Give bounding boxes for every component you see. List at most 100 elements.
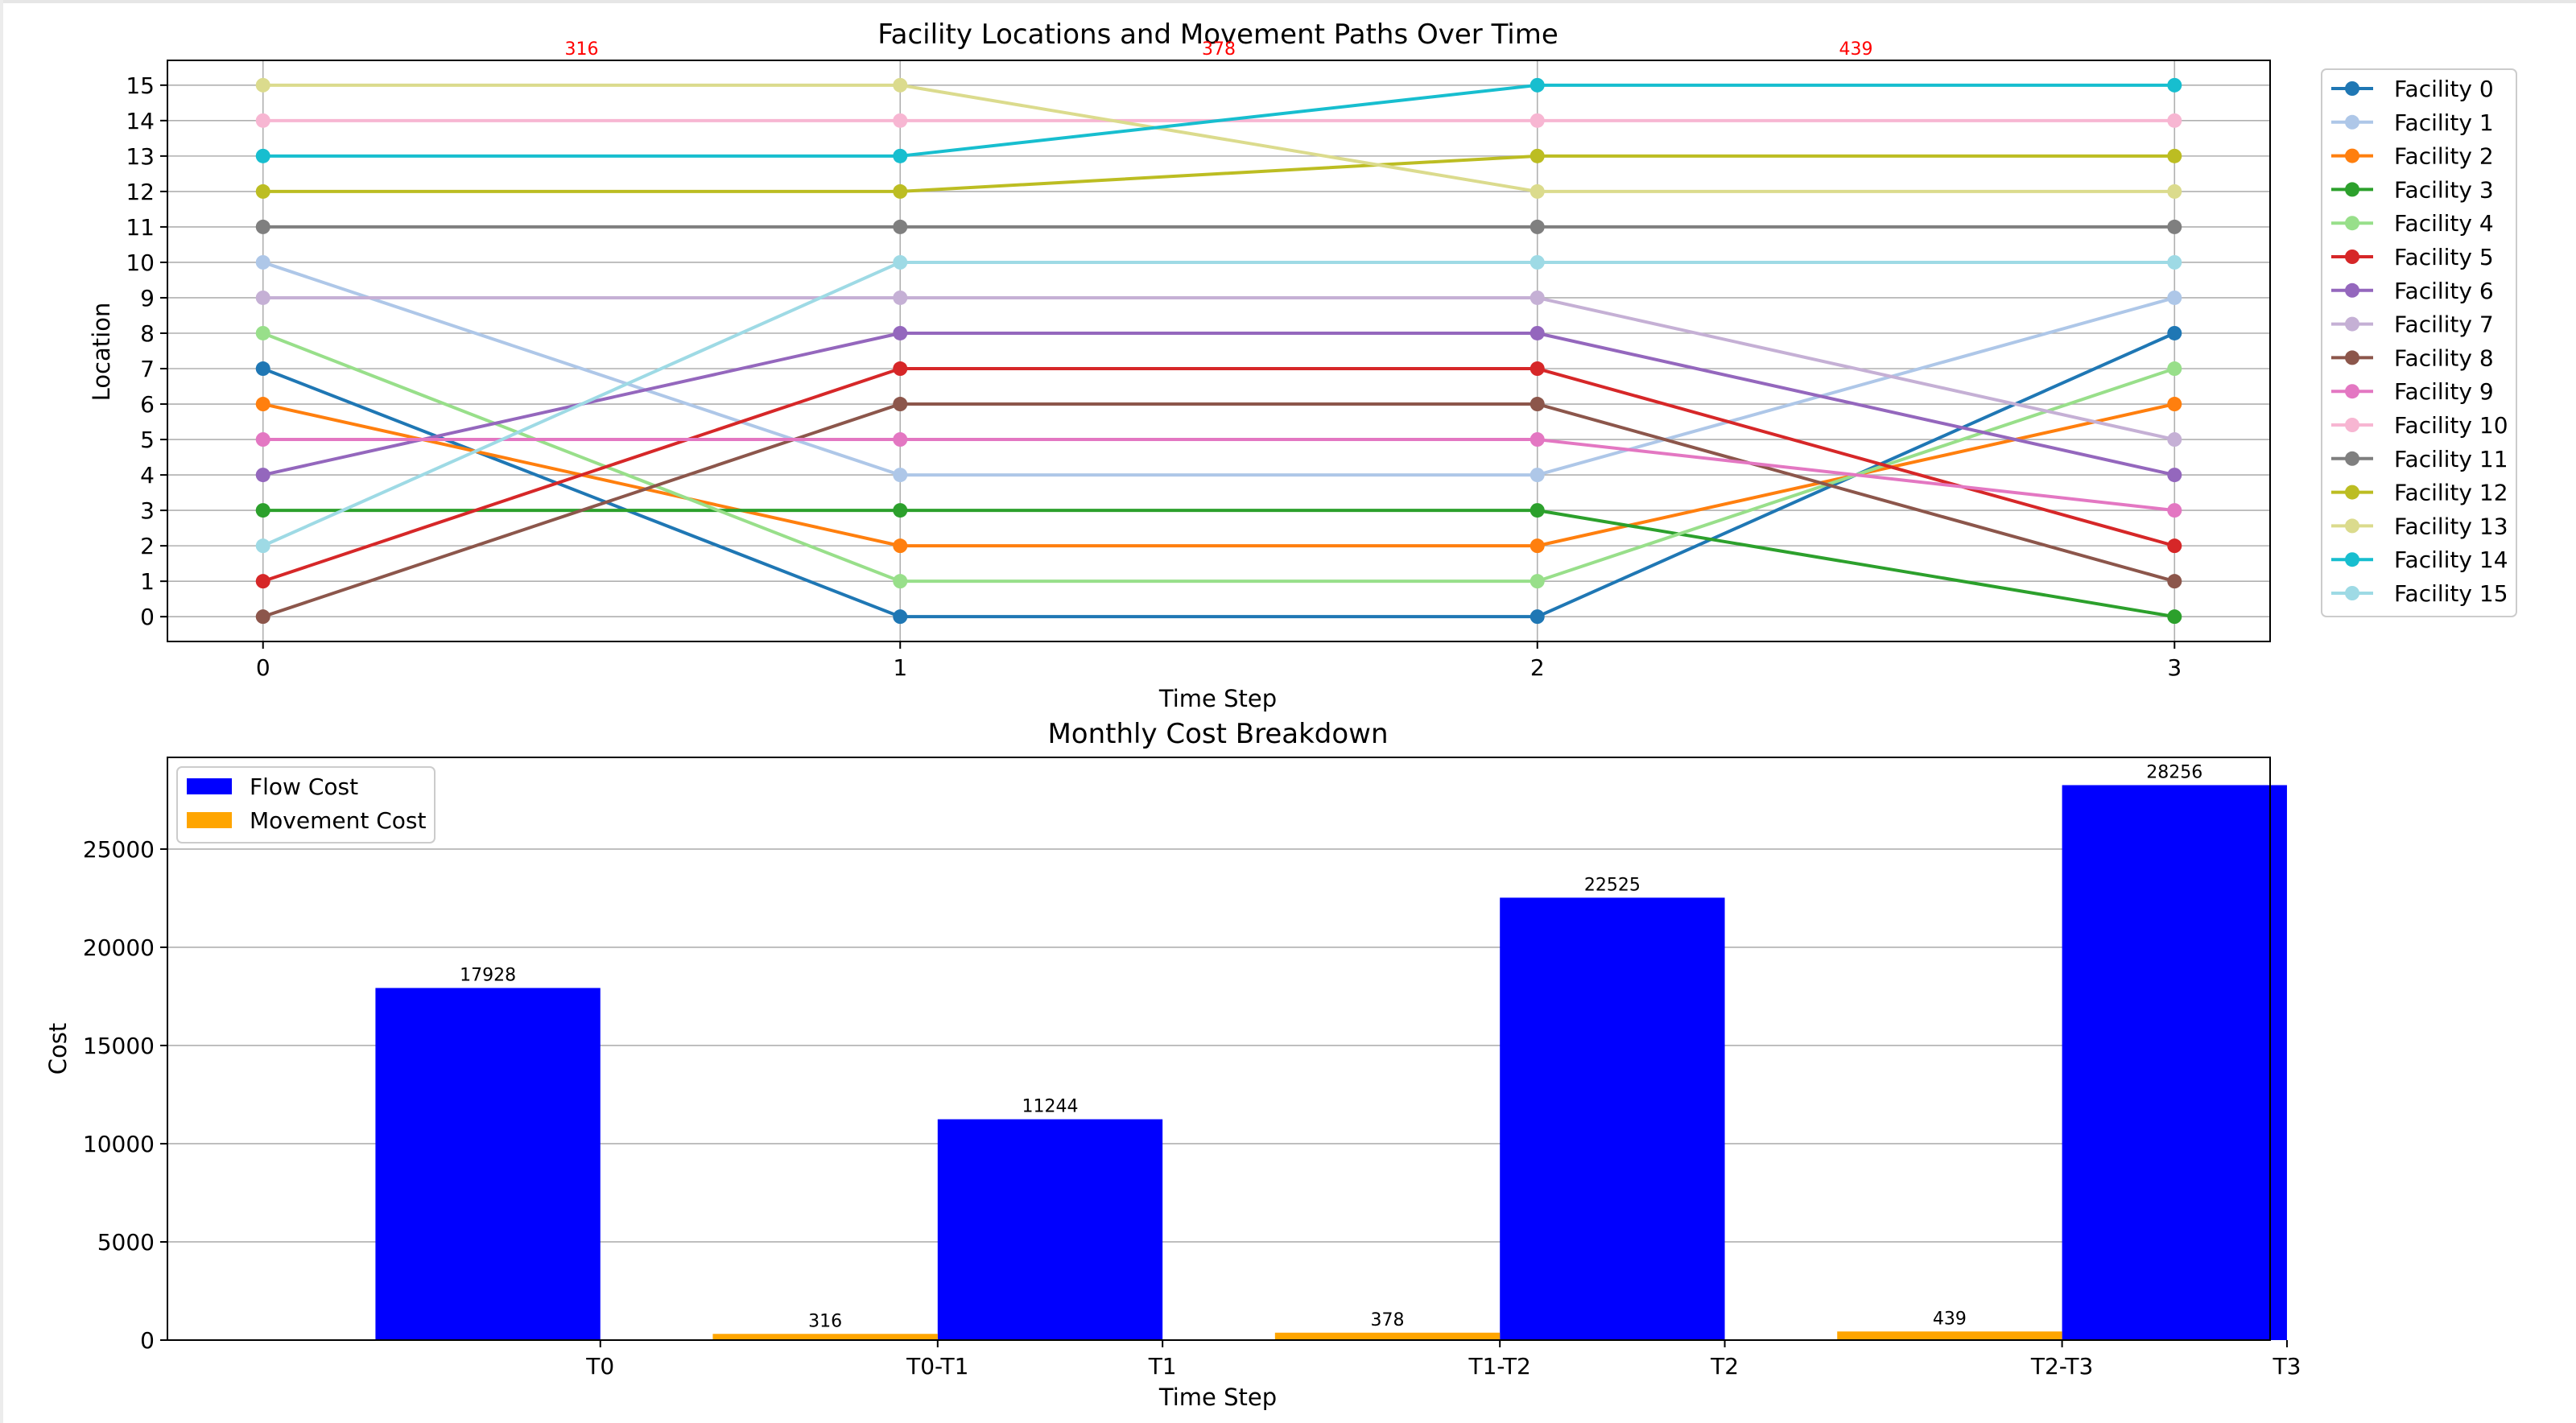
legend-entry-facility-9: Facility 9	[2331, 378, 2494, 405]
facility-location-point	[893, 361, 908, 377]
movement-cost-annotation: 316	[564, 39, 598, 60]
movement-cost-bar	[1837, 1331, 2062, 1340]
bar-value-label: 22525	[1584, 875, 1641, 895]
bar-value-label: 316	[808, 1311, 842, 1331]
bar-chart-x-axis: T0 T1 T2 T3 T0-T1 T1-T2 T2-T3	[585, 1340, 2301, 1380]
legend-marker	[2345, 316, 2359, 332]
facility-location-point	[255, 325, 270, 340]
legend-label: Facility 10	[2394, 412, 2508, 439]
legend-entry-facility-13: Facility 13	[2331, 513, 2508, 539]
bar-value-label: 439	[1933, 1309, 1967, 1329]
legend-color-swatch	[187, 778, 232, 794]
facility-location-point	[255, 538, 270, 554]
legend-marker	[2345, 81, 2359, 96]
facility-series-14	[255, 77, 2182, 163]
facility-location-point	[893, 574, 908, 589]
legend-label: Facility 8	[2394, 344, 2494, 371]
facility-path-line	[262, 260, 2175, 547]
movement-cost-annotation: 439	[1839, 39, 1873, 60]
facility-location-point	[1530, 432, 1545, 448]
facility-location-point	[893, 325, 908, 340]
legend-label: Flow Cost	[250, 773, 358, 800]
legend-entry-facility-12: Facility 12	[2331, 480, 2508, 506]
facility-location-point	[1530, 325, 1545, 340]
line-y-tick-label: 13	[126, 143, 155, 170]
facility-series-1	[255, 254, 2182, 483]
bar-y-tick-label: 0	[140, 1327, 155, 1354]
legend-marker	[2345, 114, 2359, 130]
flow-cost-bar	[375, 988, 601, 1340]
facility-location-point	[2167, 538, 2182, 554]
line-x-tick-label: 3	[2167, 654, 2182, 681]
facility-series-11	[255, 219, 2182, 234]
facility-location-point	[1530, 361, 1545, 377]
bar-chart-y-label: Cost	[44, 1023, 72, 1074]
facility-location-point	[2167, 184, 2182, 199]
line-chart-title: Facility Locations and Movement Paths Ov…	[877, 19, 1558, 51]
legend-entry-facility-15: Facility 15	[2331, 580, 2508, 607]
facility-location-point	[2167, 574, 2182, 589]
bar-chart-y-axis: 0 5000 10000 15000 20000 25000	[83, 836, 167, 1354]
facility-location-point	[255, 77, 270, 93]
legend-entry-facility-4: Facility 4	[2331, 210, 2494, 237]
line-x-tick-label: 1	[893, 654, 907, 681]
facility-location-point	[1530, 574, 1545, 589]
line-y-tick-label: 7	[140, 356, 155, 382]
facility-path-line	[262, 295, 2175, 442]
bar-chart-legend: Flow Cost Movement Cost	[176, 766, 436, 843]
legend-marker	[2345, 485, 2359, 500]
facility-path-line	[262, 83, 2175, 158]
bar-chart-title: Monthly Cost Breakdown	[1047, 718, 1388, 750]
legend-label: Facility 6	[2394, 278, 2494, 304]
legend-entry-facility-10: Facility 10	[2331, 412, 2508, 439]
legend-marker	[2345, 250, 2359, 264]
facility-location-point	[893, 219, 908, 234]
facility-location-point	[1530, 254, 1545, 270]
legend-entry-flow-cost: Flow Cost	[187, 773, 358, 800]
bar-chart-panel: Monthly Cost Breakdown 0 5000 10000 15000 20…	[44, 718, 2301, 1411]
facility-path-line	[262, 261, 2175, 477]
legend-entry-facility-3: Facility 3	[2331, 176, 2494, 203]
bar-y-tick-label: 5000	[97, 1229, 155, 1256]
facility-path-line	[262, 154, 2175, 193]
legend-marker	[2345, 384, 2359, 399]
facility-location-point	[2167, 325, 2182, 340]
bar-y-tick-label: 10000	[83, 1131, 155, 1157]
bar-x-tick-label: T1	[1148, 1353, 1177, 1380]
facility-location-point	[2167, 609, 2182, 625]
legend-marker	[2345, 182, 2359, 197]
movement-cost-bar	[1274, 1332, 1501, 1340]
facility-location-point	[2167, 113, 2182, 128]
bar-x-tick-label: T1-T2	[1468, 1353, 1531, 1380]
legend-entry-facility-2: Facility 2	[2331, 143, 2494, 170]
facility-path-line	[262, 438, 2175, 513]
legend-marker	[2345, 148, 2359, 163]
facility-series-8	[255, 397, 2182, 625]
line-y-tick-label: 1	[140, 568, 155, 595]
facility-location-point	[1530, 503, 1545, 518]
facility-location-point	[255, 609, 270, 625]
line-y-tick-label: 0	[140, 604, 155, 630]
facility-location-point	[255, 432, 270, 448]
legend-marker	[2345, 283, 2359, 298]
legend-entry-facility-6: Facility 6	[2331, 278, 2494, 304]
legend-label: Facility 2	[2394, 143, 2494, 170]
facility-location-point	[1530, 148, 1545, 163]
line-y-tick-label: 3	[140, 497, 155, 524]
line-y-tick-label: 14	[126, 108, 155, 134]
legend-label: Facility 15	[2394, 580, 2508, 607]
bar-x-tick-label: T2-T3	[2030, 1353, 2093, 1380]
facility-location-point	[1530, 77, 1545, 93]
line-y-tick-label: 8	[140, 320, 155, 347]
facility-location-point	[893, 609, 908, 625]
facility-location-point	[1530, 609, 1545, 625]
facility-location-point	[1530, 538, 1545, 554]
facility-location-point	[255, 468, 270, 483]
line-y-tick-label: 2	[140, 533, 155, 559]
facility-series-15	[255, 254, 2182, 554]
legend-label: Facility 0	[2394, 76, 2494, 102]
facility-location-point	[2167, 290, 2182, 305]
movement-cost-annotations: 316 378 439	[564, 39, 1872, 60]
legend-label: Facility 9	[2394, 378, 2494, 405]
